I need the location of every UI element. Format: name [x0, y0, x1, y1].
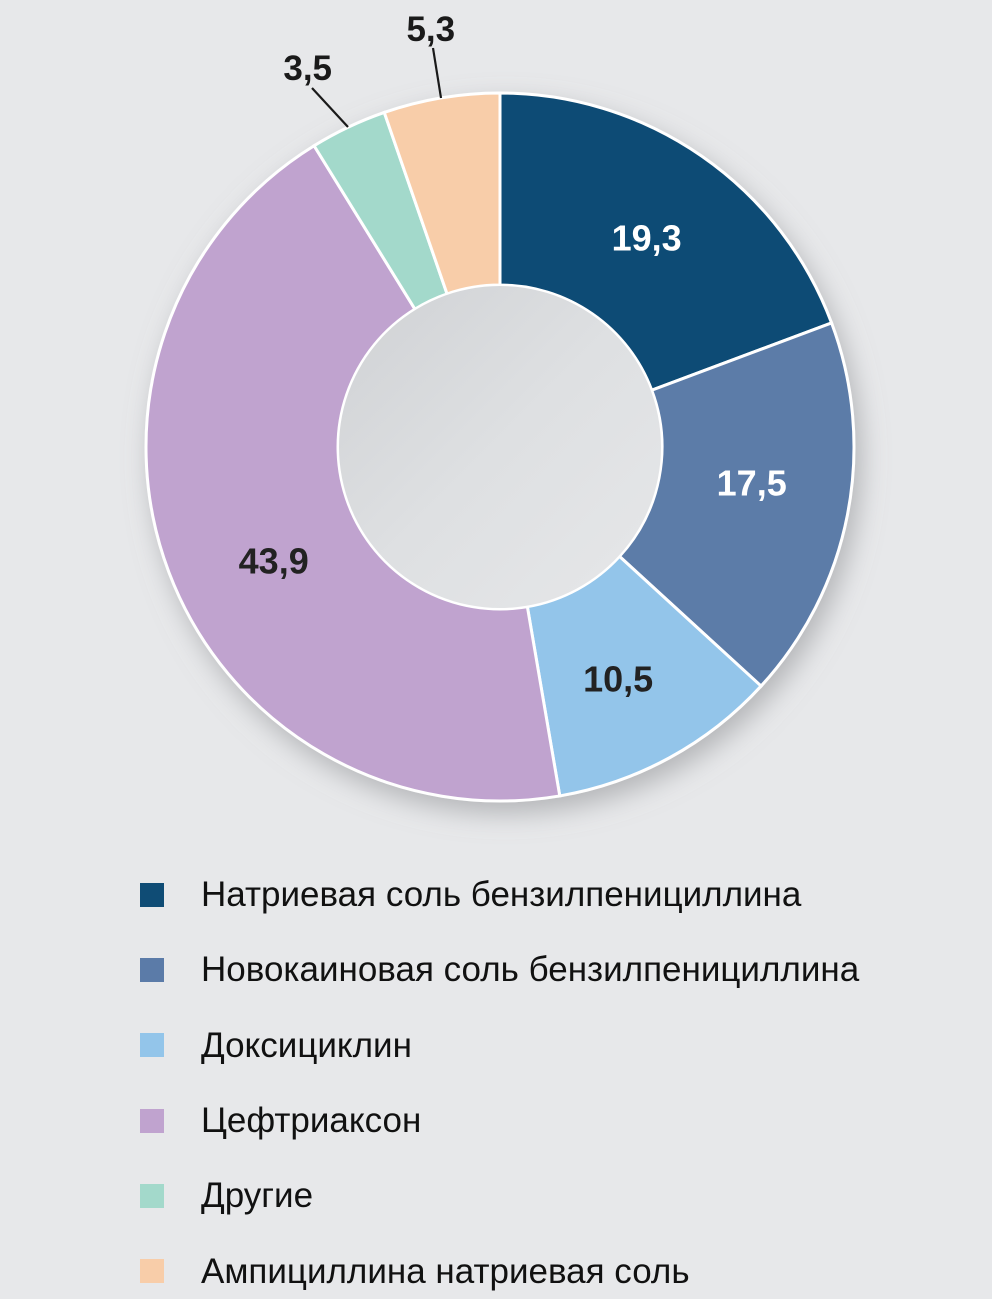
svg-text:19,3: 19,3: [612, 217, 682, 258]
svg-text:43,9: 43,9: [239, 540, 309, 581]
svg-text:10,5: 10,5: [583, 658, 653, 699]
svg-text:3,5: 3,5: [283, 49, 332, 88]
svg-text:5,3: 5,3: [406, 10, 455, 49]
svg-text:17,5: 17,5: [717, 463, 787, 504]
